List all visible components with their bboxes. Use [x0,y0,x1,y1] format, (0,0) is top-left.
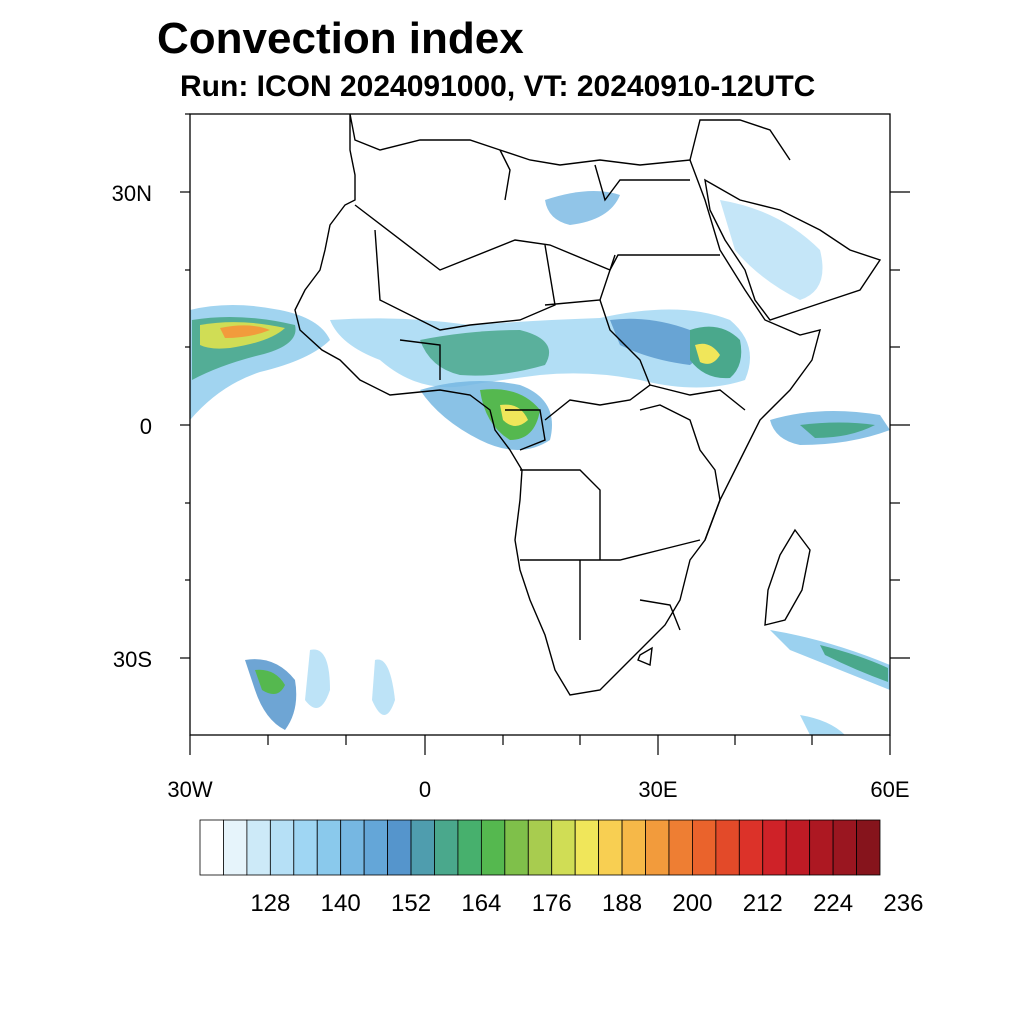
colorbar-swatch [668,819,693,876]
map-subtitle: Run: ICON 2024091000, VT: 20240910-12UTC [180,70,816,103]
colorbar-swatch [527,819,553,876]
lat-label-0: 0 [140,414,152,439]
colorbar-swatch [645,819,670,876]
colorbar-label: 188 [602,890,642,917]
lat-label-30s: 30S [113,647,152,672]
latitude-ticks [180,113,910,659]
colorbar-swatch [246,819,271,876]
colorbar-label: 140 [321,890,361,917]
map-title: Convection index [157,14,524,63]
colorbar-swatch [504,819,529,876]
colorbar-swatch [598,819,623,876]
colorbar-swatch [316,819,342,876]
colorbar-label: 236 [883,890,923,917]
lon-label-0: 0 [419,777,431,802]
lon-label-30w: 30W [167,777,212,802]
colorbar-label: 224 [813,890,853,917]
colorbar-label: 176 [532,890,572,917]
colorbar-swatch [410,819,435,876]
colorbar-swatch [832,819,857,876]
colorbar-swatch [293,819,318,876]
colorbar-swatch [809,819,834,876]
colorbar-swatch [457,819,482,876]
colorbar-labels: 128 140 152 164 176 188 200 212 224 236 [250,890,923,917]
colorbar-label: 200 [672,890,712,917]
lat-label-30n: 30N [112,181,152,206]
colorbar-label: 212 [743,890,783,917]
colorbar-swatch [762,819,787,876]
colorbar-swatch [480,819,506,876]
colorbar-swatch [199,819,224,876]
colorbar-swatch [269,819,295,876]
lon-label-60e: 60E [870,777,909,802]
coastlines [294,114,882,696]
colorbar-swatch [340,819,365,876]
convection-field [190,191,890,735]
colorbar-label: 164 [461,890,501,917]
colorbar-swatch [856,819,881,876]
colorbar-swatch [434,819,459,876]
colorbar-swatch [574,819,600,876]
colorbar-label: 152 [391,890,431,917]
colorbar-swatch [738,819,764,876]
colorbar-swatch [715,819,740,876]
colorbar-swatch [692,819,717,876]
colorbar-swatch [223,819,248,876]
colorbar-swatch [387,819,412,876]
colorbar [199,819,881,876]
colorbar-swatch [551,819,576,876]
colorbar-swatch [621,819,646,876]
lon-label-30e: 30E [638,777,677,802]
colorbar-swatch [785,819,811,876]
colorbar-swatch [363,819,388,876]
colorbar-label: 128 [250,890,290,917]
longitude-ticks [189,735,891,755]
